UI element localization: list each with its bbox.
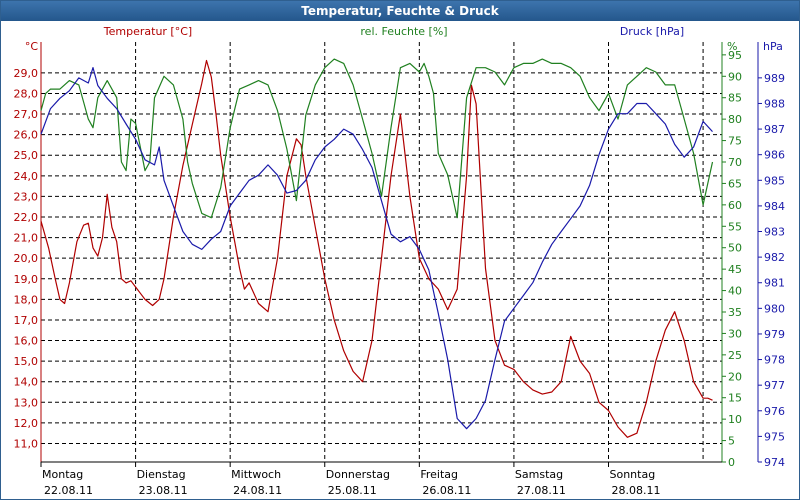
pressure-tick-label: 975	[764, 430, 785, 443]
humidity-tick-label: 35	[728, 306, 742, 319]
humidity-tick-label: 65	[728, 177, 742, 190]
pressure-tick-label: 986	[764, 149, 785, 162]
humidity-tick-label: 40	[728, 285, 742, 298]
humidity-tick-label: 20	[728, 370, 742, 383]
pressure-tick-label: 977	[764, 379, 785, 392]
pressure-tick-label: 978	[764, 354, 785, 367]
temperature-tick-label: 22,0	[14, 211, 39, 224]
humidity-tick-label: 30	[728, 327, 742, 340]
pressure-unit-label: hPa	[763, 40, 783, 53]
pressure-series-line	[40, 66, 713, 430]
axis-labels: Temperatur [°C] rel. Feuchte [%] Druck […	[25, 25, 783, 53]
temperature-tick-label: 27,0	[14, 108, 39, 121]
temperature-tick-label: 13,0	[14, 396, 39, 409]
temperature-tick-label: 29,0	[14, 67, 39, 80]
day-name-label: Donnerstag	[326, 468, 390, 481]
day-name-label: Dienstag	[137, 468, 186, 481]
temperature-tick-label: 11,0	[14, 437, 39, 450]
day-name-label: Samstag	[515, 468, 563, 481]
day-date-label: 22.08.11	[44, 484, 93, 497]
humidity-axis-label: rel. Feuchte [%]	[360, 25, 447, 38]
pressure-tick-label: 979	[764, 328, 785, 341]
day-date-label: 26.08.11	[422, 484, 471, 497]
humidity-tick-label: 0	[728, 456, 735, 469]
day-date-label: 28.08.11	[612, 484, 661, 497]
day-date-label: 25.08.11	[328, 484, 377, 497]
pressure-tick-label: 980	[764, 302, 785, 315]
grid	[41, 42, 722, 462]
temperature-tick-label: 14,0	[14, 376, 39, 389]
pressure-tick-label: 984	[764, 200, 785, 213]
humidity-tick-label: 80	[728, 113, 742, 126]
day-date-label: 23.08.11	[139, 484, 188, 497]
humidity-tick-label: 45	[728, 263, 742, 276]
humidity-tick-label: 60	[728, 199, 742, 212]
day-name-label: Freitag	[420, 468, 458, 481]
pressure-tick-label: 976	[764, 405, 785, 418]
pressure-tick-label: 987	[764, 123, 785, 136]
plot-frame	[40, 42, 759, 463]
temperature-tick-label: 20,0	[14, 252, 39, 265]
temperature-tick-label: 26,0	[14, 129, 39, 142]
pressure-axis-label: Druck [hPa]	[620, 25, 684, 38]
temperature-tick-label: 28,0	[14, 87, 39, 100]
temperature-tick-label: 19,0	[14, 273, 39, 286]
day-date-label: 27.08.11	[517, 484, 566, 497]
humidity-tick-label: 5	[728, 435, 735, 448]
humidity-tick-label: 85	[728, 92, 742, 105]
pressure-tick-label: 989	[764, 72, 785, 85]
humidity-tick-label: 95	[728, 49, 742, 62]
pressure-tick-label: 983	[764, 226, 785, 239]
chart-title: Temperatur, Feuchte & Druck	[1, 1, 799, 21]
pressure-tick-label: 985	[764, 174, 785, 187]
temperature-tick-label: 16,0	[14, 335, 39, 348]
day-labels: Montag 22.08.11 Dienstag 23.08.11 Mittwoch 24…	[40, 462, 661, 497]
humidity-series-line	[40, 58, 714, 219]
temperature-tick-label: 24,0	[14, 170, 39, 183]
day-name-label: Mittwoch	[231, 468, 281, 481]
humidity-tick-label: 15	[728, 392, 742, 405]
temperature-tick-label: 15,0	[14, 355, 39, 368]
temperature-axis-label: Temperatur [°C]	[103, 25, 192, 38]
humidity-tick-label: 90	[728, 70, 742, 83]
humidity-unit-label: %	[727, 40, 737, 53]
pressure-tick-label: 982	[764, 251, 785, 264]
series-lines	[40, 58, 714, 438]
day-date-label: 24.08.11	[233, 484, 282, 497]
temperature-tick-label: 23,0	[14, 190, 39, 203]
humidity-tick-label: 50	[728, 242, 742, 255]
tick-labels: 11,0 12,0 13,0 14,0 15,0 16,0 17,0 18,0 19,0 20,0…	[14, 49, 786, 469]
day-name-label: Sonntag	[610, 468, 656, 481]
humidity-tick-label: 70	[728, 156, 742, 169]
temperature-tick-label: 21,0	[14, 232, 39, 245]
humidity-tick-label: 25	[728, 349, 742, 362]
temperature-unit-label: °C	[25, 40, 39, 53]
pressure-tick-label: 988	[764, 97, 785, 110]
temperature-series-line	[40, 59, 713, 438]
temperature-tick-label: 18,0	[14, 293, 39, 306]
humidity-tick-label: 75	[728, 135, 742, 148]
temperature-tick-label: 17,0	[14, 314, 39, 327]
temperature-tick-label: 25,0	[14, 149, 39, 162]
humidity-tick-label: 10	[728, 413, 742, 426]
humidity-tick-label: 55	[728, 220, 742, 233]
temperature-tick-label: 12,0	[14, 417, 39, 430]
pressure-tick-label: 981	[764, 277, 785, 290]
pressure-tick-label: 974	[764, 456, 785, 469]
day-name-label: Montag	[42, 468, 83, 481]
